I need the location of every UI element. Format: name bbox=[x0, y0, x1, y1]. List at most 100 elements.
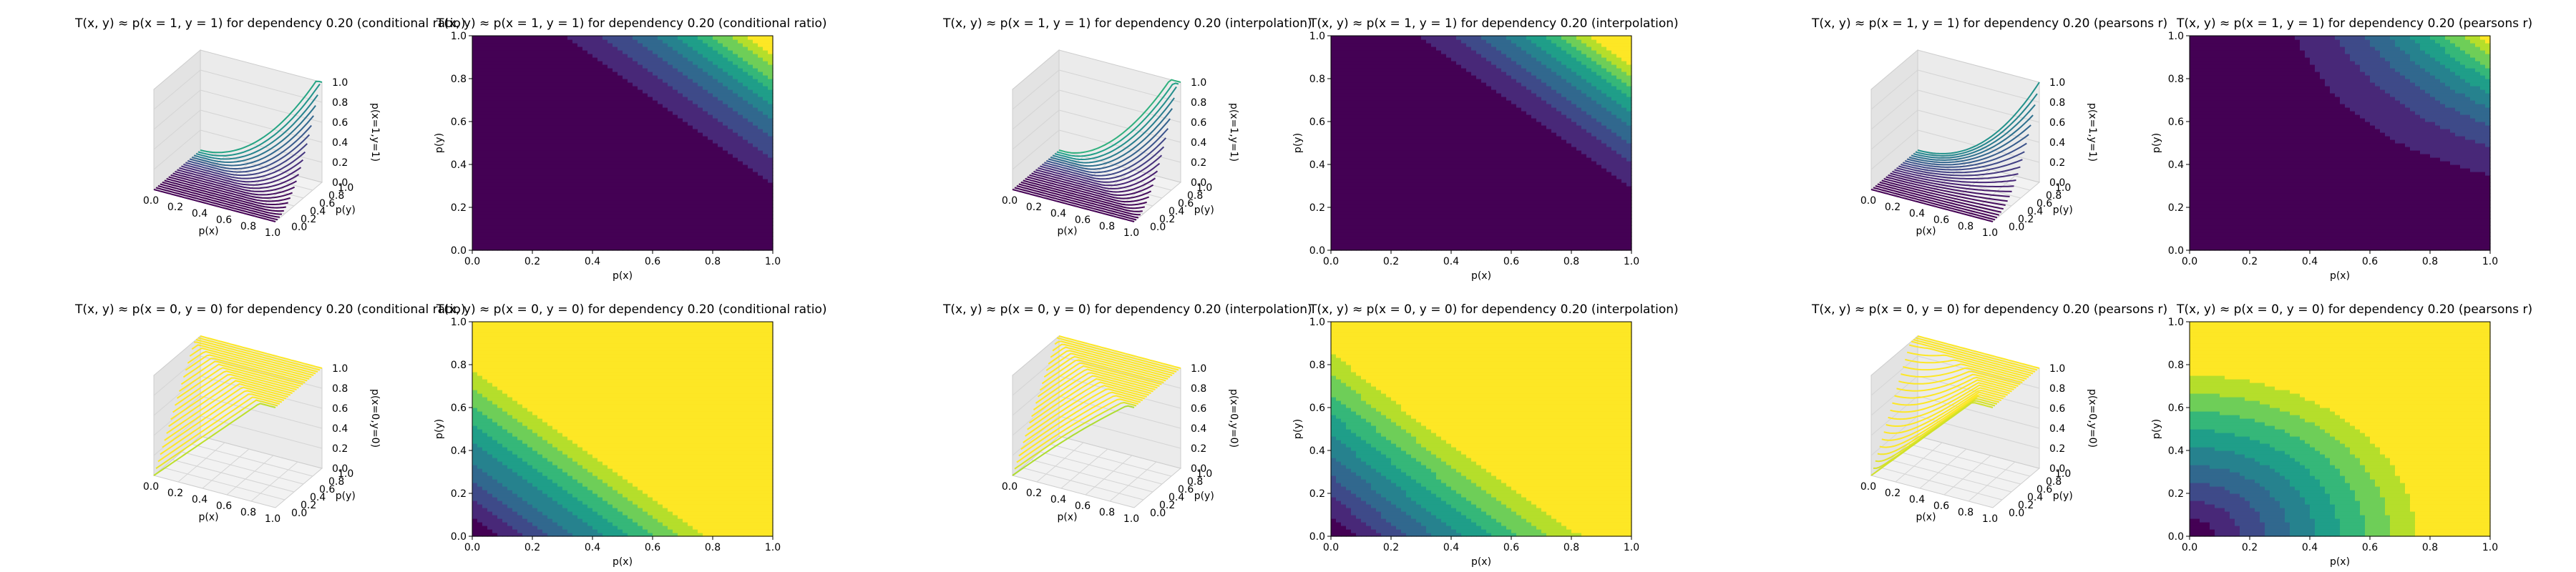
contour-cell bbox=[552, 218, 558, 222]
contour-cell bbox=[613, 57, 618, 61]
contour-cell bbox=[1351, 82, 1357, 87]
contour-cell bbox=[748, 161, 753, 165]
contour-cell bbox=[1396, 39, 1402, 44]
contour-cell bbox=[668, 172, 673, 176]
contour-cell bbox=[698, 175, 703, 179]
contour-cell bbox=[552, 57, 558, 61]
contour-cell bbox=[1356, 136, 1362, 140]
contour-cell bbox=[743, 182, 748, 187]
contour-cell bbox=[1381, 229, 1387, 233]
contour-cell bbox=[517, 182, 523, 187]
contour-cell bbox=[628, 243, 633, 247]
contour-cell bbox=[1366, 175, 1372, 179]
contour-cell bbox=[613, 125, 618, 129]
contour-cell bbox=[567, 222, 573, 226]
contour-cell bbox=[537, 72, 543, 76]
contour-cell bbox=[743, 89, 748, 94]
contour-cell bbox=[1361, 240, 1367, 244]
contour-cell bbox=[592, 200, 598, 204]
contour-cell bbox=[633, 46, 638, 51]
contour-cell bbox=[703, 232, 708, 237]
contour-cell bbox=[1371, 89, 1377, 94]
contour-cell bbox=[1346, 75, 1352, 79]
contour-cell bbox=[1381, 68, 1387, 72]
contour-cell bbox=[1396, 214, 1402, 219]
contour-cell bbox=[602, 207, 608, 212]
contour-cell bbox=[547, 50, 553, 54]
contour-cell bbox=[542, 118, 548, 122]
contour-cell bbox=[738, 68, 743, 72]
contour-cell bbox=[693, 182, 698, 187]
contour-cell bbox=[1421, 197, 1427, 201]
contour-cell bbox=[608, 111, 613, 115]
contour-cell bbox=[1336, 39, 1342, 44]
contour-cell bbox=[602, 36, 608, 40]
contour-cell bbox=[572, 172, 578, 176]
contour-cell bbox=[527, 111, 533, 115]
contour-cell bbox=[592, 157, 598, 162]
contour-cell bbox=[728, 39, 733, 44]
contour-cell bbox=[562, 68, 568, 72]
contour-cell bbox=[537, 211, 543, 215]
contour-cell bbox=[1366, 68, 1372, 72]
contour-cell bbox=[497, 200, 503, 204]
contour-cell bbox=[497, 236, 503, 240]
contour-cell bbox=[537, 168, 543, 172]
contour-cell bbox=[542, 75, 548, 79]
contour-cell bbox=[1401, 147, 1407, 151]
contour-cell bbox=[1416, 57, 1422, 61]
contour-cell bbox=[638, 43, 643, 47]
contour-cell bbox=[753, 104, 758, 108]
contour-cell bbox=[763, 107, 769, 112]
contour-cell bbox=[763, 118, 769, 122]
contour-cell bbox=[723, 114, 728, 119]
contour-cell bbox=[567, 147, 573, 151]
contour-cell bbox=[587, 46, 593, 51]
contour-cell bbox=[1391, 207, 1397, 212]
contour-cell bbox=[527, 164, 533, 169]
contour-cell bbox=[703, 164, 708, 169]
contour-cell bbox=[1421, 150, 1427, 154]
contour-cell bbox=[1331, 240, 1337, 244]
contour-cell bbox=[512, 204, 518, 208]
contour-cell bbox=[532, 122, 538, 126]
contour-cell bbox=[577, 82, 583, 87]
contour-cell bbox=[743, 147, 748, 151]
contour-cell bbox=[472, 229, 478, 233]
contour-cell bbox=[552, 50, 558, 54]
contour-cell bbox=[587, 150, 593, 154]
contour-cell bbox=[502, 107, 508, 112]
contour-cell bbox=[643, 232, 648, 237]
contour-cell bbox=[653, 186, 658, 190]
contour-cell bbox=[768, 104, 774, 108]
contour-cell bbox=[522, 172, 528, 176]
contour-cell bbox=[758, 64, 763, 69]
contour-cell bbox=[738, 46, 743, 51]
contour-cell bbox=[678, 150, 683, 154]
contour-cell bbox=[753, 36, 758, 40]
x-tick-label: 0.4 bbox=[1050, 208, 1066, 220]
contour-cell bbox=[633, 86, 638, 90]
contour-cell bbox=[723, 229, 728, 233]
contour-cell bbox=[567, 86, 573, 90]
contour-cell bbox=[623, 232, 628, 237]
contour-cell bbox=[507, 204, 513, 208]
contour-cell bbox=[1401, 157, 1407, 162]
contour-cell bbox=[477, 193, 483, 197]
contour-cell bbox=[708, 97, 713, 101]
contour-cell bbox=[678, 122, 683, 126]
contour-cell bbox=[1351, 132, 1357, 137]
contour-cell bbox=[673, 197, 678, 201]
contour-cell bbox=[1406, 46, 1412, 51]
contour-cell bbox=[472, 143, 478, 147]
contour-cell bbox=[643, 154, 648, 158]
contour-cell bbox=[1391, 232, 1397, 237]
contour-cell bbox=[1351, 161, 1357, 165]
contour-cell bbox=[1351, 157, 1357, 162]
contour-cell bbox=[587, 193, 593, 197]
contour-cell bbox=[552, 186, 558, 190]
contour-cell bbox=[768, 179, 774, 183]
contour-cell bbox=[1396, 46, 1402, 51]
contour-cell bbox=[1341, 125, 1347, 129]
contour-cell bbox=[728, 232, 733, 237]
